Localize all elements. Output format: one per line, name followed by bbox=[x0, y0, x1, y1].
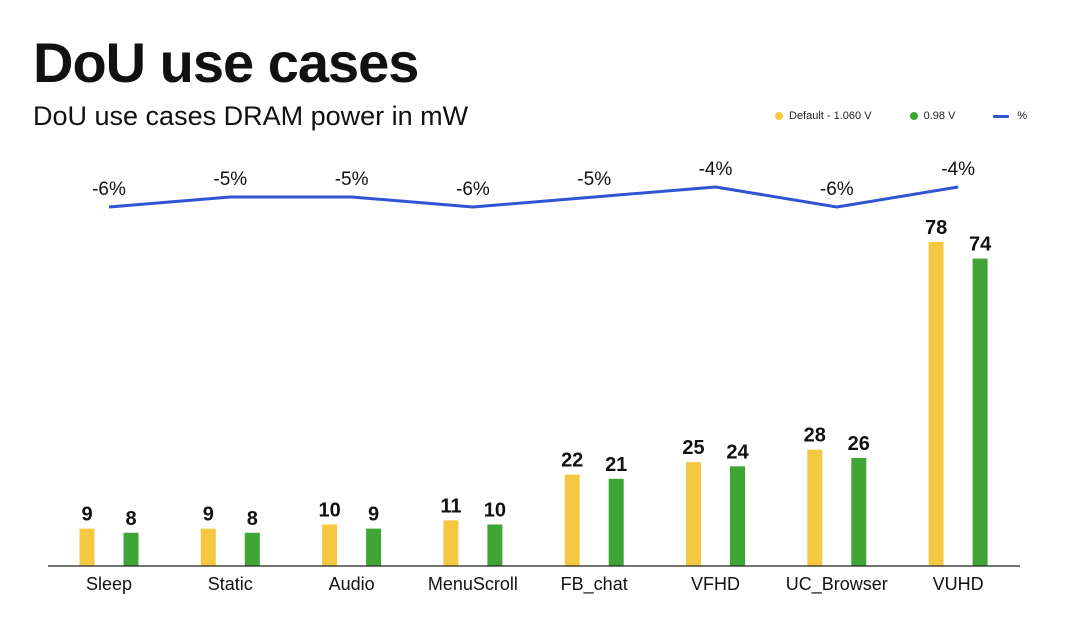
chart-title: DoU use cases bbox=[33, 31, 419, 94]
bar-vuhd-098v bbox=[972, 258, 988, 566]
value-label-static-default: 9 bbox=[203, 504, 214, 526]
value-label-vuhd-098v: 74 bbox=[969, 234, 992, 256]
category-label-fb_chat: FB_chat bbox=[561, 574, 628, 595]
value-label-uc_browser-default: 28 bbox=[804, 425, 826, 447]
percent-label-menuscroll: -6% bbox=[456, 179, 490, 200]
percent-label-vfhd: -4% bbox=[699, 159, 733, 180]
category-label-static: Static bbox=[208, 574, 253, 594]
value-label-uc_browser-098v: 26 bbox=[848, 433, 870, 455]
percent-label-fb_chat: -5% bbox=[577, 169, 611, 190]
value-label-fb_chat-default: 22 bbox=[561, 450, 583, 472]
bar-vfhd-default bbox=[686, 462, 701, 566]
bar-audio-default bbox=[322, 524, 338, 566]
category-label-vuhd: VUHD bbox=[933, 574, 984, 594]
bar-sleep-098v bbox=[123, 532, 139, 566]
category-label-sleep: Sleep bbox=[86, 574, 132, 594]
bar-menuscroll-098v bbox=[487, 524, 503, 566]
value-label-vfhd-098v: 24 bbox=[726, 441, 749, 463]
bar-fb_chat-098v bbox=[608, 478, 624, 566]
legend-label-percent: % bbox=[1017, 110, 1028, 122]
value-label-static-098v: 8 bbox=[247, 508, 258, 530]
bar-fb_chat-default bbox=[564, 474, 580, 566]
legend-swatch-default bbox=[775, 112, 783, 120]
value-label-menuscroll-098v: 10 bbox=[484, 499, 506, 521]
bar-static-default bbox=[200, 528, 216, 566]
category-label-audio: Audio bbox=[329, 574, 375, 594]
value-label-audio-098v: 9 bbox=[368, 504, 379, 526]
bar-uc_browser-098v bbox=[851, 458, 867, 566]
value-label-vfhd-default: 25 bbox=[682, 437, 704, 459]
percent-label-sleep: -6% bbox=[92, 179, 126, 200]
legend-label-default: Default - 1.060 V bbox=[789, 110, 872, 122]
bar-vfhd-098v bbox=[730, 466, 745, 566]
legend-swatch-percent bbox=[993, 114, 1010, 118]
percent-label-uc_browser: -6% bbox=[820, 179, 854, 200]
chart-subtitle: DoU use cases DRAM power in mW bbox=[33, 101, 469, 131]
bar-static-098v bbox=[244, 532, 260, 566]
legend: Default - 1.060 V 0.98 V % bbox=[775, 110, 1027, 122]
legend-item-default: Default - 1.060 V bbox=[775, 110, 872, 122]
legend-item-percent: % bbox=[993, 110, 1027, 122]
value-label-audio-default: 10 bbox=[318, 499, 340, 521]
bar-vuhd-default bbox=[928, 242, 944, 566]
value-label-fb_chat-098v: 21 bbox=[605, 454, 627, 476]
percent-label-audio: -5% bbox=[335, 169, 369, 190]
bar-uc_browser-default bbox=[807, 449, 823, 566]
percent-line bbox=[108, 185, 959, 209]
category-label-vfhd: VFHD bbox=[691, 574, 740, 594]
category-label-uc_browser: UC_Browser bbox=[786, 574, 888, 595]
value-label-menuscroll-default: 11 bbox=[440, 495, 461, 517]
legend-label-098v: 0.98 V bbox=[923, 110, 956, 122]
category-label-menuscroll: MenuScroll bbox=[428, 574, 518, 594]
percent-label-static: -5% bbox=[213, 169, 247, 190]
value-label-vuhd-default: 78 bbox=[925, 217, 947, 239]
legend-swatch-098v bbox=[909, 112, 918, 120]
legend-item-098v: 0.98 V bbox=[909, 110, 956, 122]
bar-sleep-default bbox=[79, 528, 95, 566]
bar-audio-098v bbox=[366, 528, 382, 566]
percent-label-vuhd: -4% bbox=[941, 159, 975, 180]
bar-menuscroll-default bbox=[443, 520, 459, 566]
value-label-sleep-default: 9 bbox=[81, 504, 92, 526]
value-label-sleep-098v: 8 bbox=[125, 508, 136, 530]
